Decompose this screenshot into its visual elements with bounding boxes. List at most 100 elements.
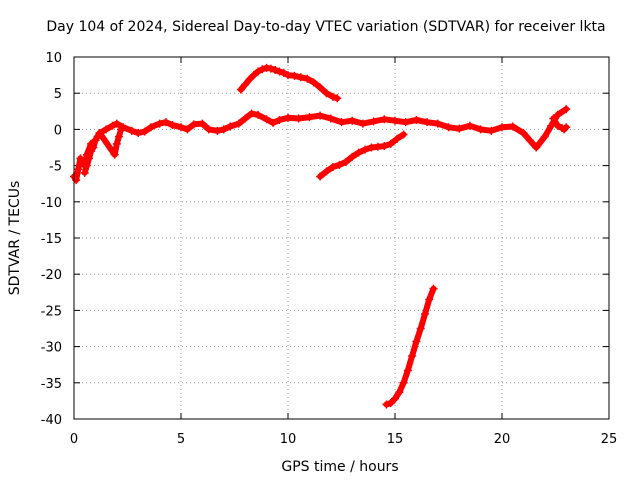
x-tick-labels: 0 5 10 15 20 25	[70, 432, 617, 447]
data-point	[112, 119, 121, 128]
data-point	[303, 74, 312, 83]
x-tick-label: 0	[70, 432, 78, 447]
data-point	[354, 148, 363, 157]
data-point	[369, 117, 378, 126]
data-point	[241, 80, 250, 89]
data-point	[162, 118, 171, 127]
data-point	[247, 109, 256, 118]
data-point	[322, 89, 331, 98]
series-deep-arc	[382, 284, 438, 409]
data-point	[309, 78, 318, 87]
data-point	[279, 68, 288, 77]
data-point	[476, 125, 485, 134]
data-point	[155, 119, 164, 128]
y-tick-label: -15	[41, 232, 62, 247]
data-point	[335, 160, 344, 169]
data-point	[254, 110, 263, 119]
data-point	[271, 66, 280, 75]
data-point	[333, 94, 342, 103]
data-point	[147, 123, 156, 132]
data-point	[245, 75, 254, 84]
data-point	[266, 64, 275, 73]
y-tick-label: -35	[41, 377, 62, 392]
data-point	[102, 125, 111, 134]
data-point	[337, 118, 346, 127]
data-point	[89, 143, 98, 152]
data-point	[262, 115, 271, 124]
x-tick-label: 10	[280, 432, 297, 447]
data-point	[433, 119, 442, 128]
data-series	[70, 63, 571, 409]
grid	[74, 57, 609, 419]
series-line	[71, 106, 570, 184]
chart-title: Day 104 of 2024, Sidereal Day-to-day VTE…	[46, 19, 605, 35]
data-point	[341, 157, 350, 166]
data-point	[420, 310, 429, 319]
data-point	[408, 352, 417, 361]
data-point	[316, 172, 325, 181]
y-tick-label: -10	[41, 196, 62, 211]
data-point	[183, 125, 192, 134]
data-point	[412, 115, 421, 124]
data-point	[423, 118, 432, 127]
data-point	[258, 65, 267, 74]
y-axis-label: SDTVAR / TECUs	[7, 181, 23, 296]
data-point	[549, 114, 558, 123]
data-point	[348, 152, 357, 161]
y-tick-labels: 10 5 0 -5 -10 -15 -20 -25 -30 -35 -40	[41, 51, 62, 428]
data-point	[234, 119, 243, 128]
series-upper-arc	[236, 63, 342, 103]
y-tick-label: 10	[45, 51, 62, 66]
data-point	[226, 122, 235, 131]
data-point	[465, 121, 474, 130]
data-point	[399, 378, 408, 387]
data-point	[562, 123, 571, 132]
data-point	[562, 105, 571, 114]
data-point	[382, 400, 391, 409]
data-point	[82, 161, 91, 170]
x-tick-label: 15	[387, 432, 404, 447]
data-point	[386, 139, 395, 148]
data-point	[294, 114, 303, 123]
data-point	[393, 134, 402, 143]
data-point	[391, 116, 399, 125]
data-point	[236, 85, 245, 94]
data-point	[305, 113, 314, 122]
data-point	[525, 136, 534, 145]
data-point	[316, 83, 325, 92]
data-point	[114, 132, 123, 141]
data-point	[322, 167, 331, 176]
data-point	[416, 324, 425, 333]
x-tick-label: 5	[177, 432, 185, 447]
y-tick-label: -25	[41, 304, 62, 319]
data-point	[540, 132, 549, 141]
data-point	[108, 121, 117, 130]
series-main-track	[70, 105, 571, 185]
data-point	[110, 150, 119, 159]
data-point	[213, 126, 222, 135]
y-tick-label: -30	[41, 341, 62, 356]
plot-frame	[73, 56, 610, 420]
data-point	[204, 125, 213, 134]
data-point	[275, 67, 284, 76]
data-point	[487, 126, 496, 135]
y-tick-label: -20	[41, 268, 62, 283]
x-tick-label: 25	[601, 432, 618, 447]
data-point	[290, 71, 299, 80]
data-point	[399, 130, 408, 139]
y-tick-label: 5	[54, 87, 62, 102]
data-point	[241, 114, 250, 123]
data-point	[444, 123, 453, 132]
data-point	[358, 119, 367, 128]
data-point	[386, 399, 395, 408]
data-point	[76, 154, 85, 163]
data-point	[219, 125, 228, 134]
data-point	[84, 154, 93, 163]
series-end-tail	[549, 114, 571, 134]
data-point	[403, 366, 412, 375]
y-tick-label: -40	[41, 413, 62, 428]
data-point	[112, 139, 121, 148]
data-point	[284, 113, 292, 122]
data-point	[80, 168, 89, 177]
data-point	[361, 145, 370, 154]
